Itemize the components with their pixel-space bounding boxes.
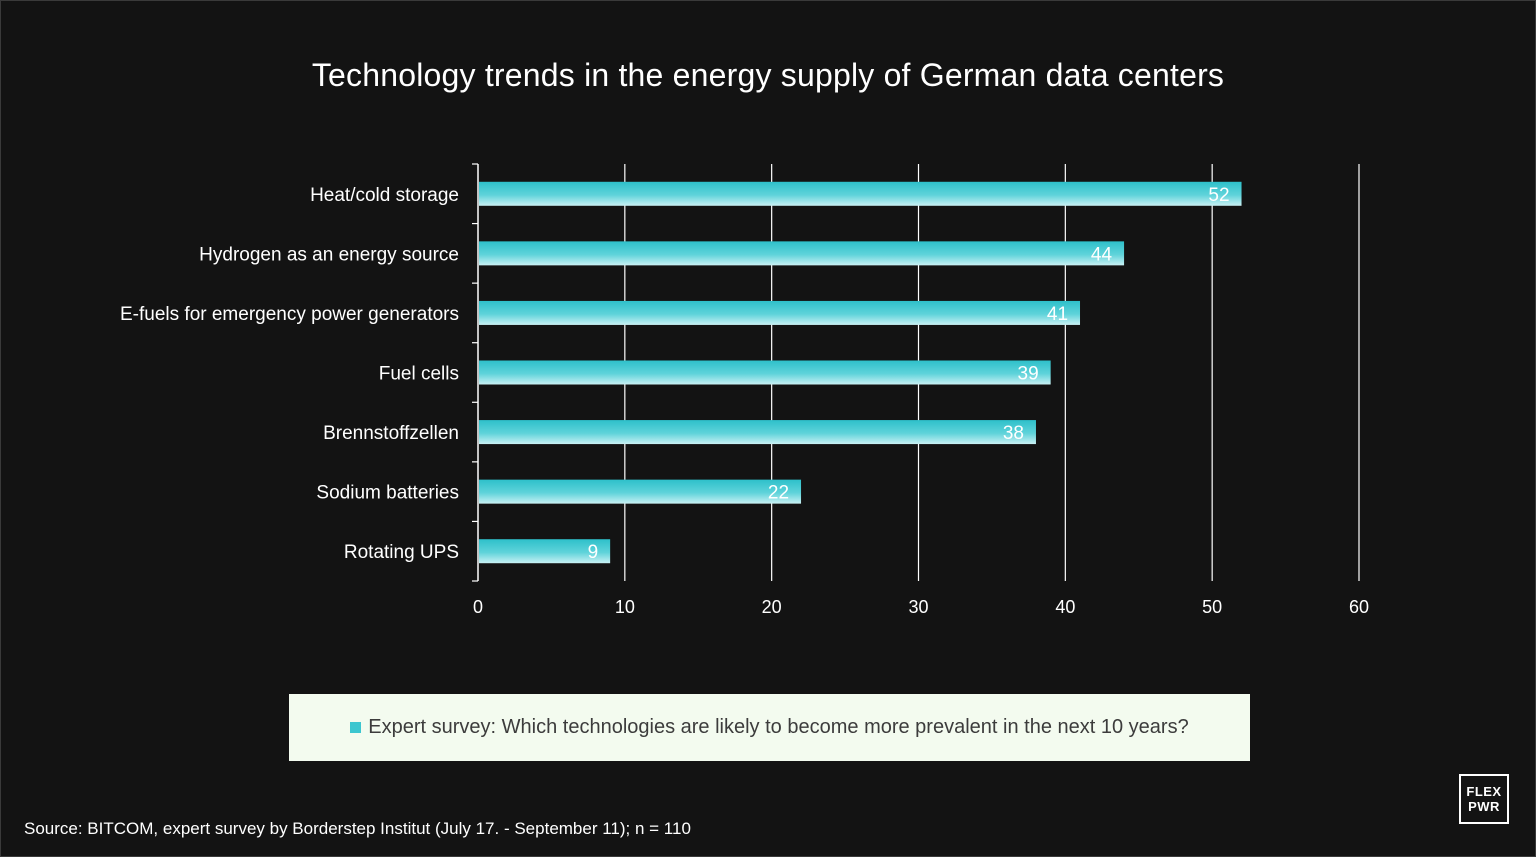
data-label-2: 41 (1047, 304, 1068, 325)
category-label-4: Brennstoffzellen (323, 423, 459, 444)
data-label-0: 52 (1208, 185, 1229, 206)
bar-5 (479, 479, 802, 504)
bar-6 (479, 539, 611, 564)
category-label-6: Rotating UPS (344, 542, 459, 563)
data-label-4: 38 (1003, 423, 1024, 444)
bar-4 (479, 420, 1036, 445)
data-label-6: 9 (588, 542, 599, 563)
category-label-3: Fuel cells (379, 364, 459, 385)
logo-line-1: FLEX (1466, 784, 1502, 799)
legend-label: Expert survey: Which technologies are li… (368, 716, 1189, 738)
x-tick-label-50: 50 (1202, 597, 1222, 617)
chart-title: Technology trends in the energy supply o… (311, 57, 1225, 93)
category-label-0: Heat/cold storage (310, 185, 459, 206)
bar-2 (479, 300, 1081, 325)
category-label-2: E-fuels for emergency power generators (120, 304, 459, 325)
bar-1 (479, 241, 1125, 266)
bar-3 (479, 360, 1051, 385)
data-label-5: 22 (768, 483, 789, 504)
x-tick-label-30: 30 (908, 597, 928, 617)
logo-line-2: PWR (1468, 799, 1500, 814)
data-label-3: 39 (1018, 364, 1039, 385)
legend-swatch (350, 722, 362, 733)
data-label-1: 44 (1091, 244, 1113, 265)
category-label-1: Hydrogen as an energy source (199, 244, 459, 265)
legend: Expert survey: Which technologies are li… (289, 694, 1250, 761)
x-tick-label-10: 10 (615, 597, 635, 617)
x-tick-label-40: 40 (1055, 597, 1075, 617)
source-note: Source: BITCOM, expert survey by Borders… (24, 819, 691, 838)
category-label-5: Sodium batteries (316, 483, 459, 504)
bar-chart: 0 10 20 30 40 50 60 Heat/cold storage 52 Hydrogen… (120, 163, 1369, 617)
x-tick-label-0: 0 (473, 597, 483, 617)
bar-0 (479, 181, 1242, 206)
flexpwr-logo: FLEX PWR (1459, 774, 1509, 824)
x-tick-label-20: 20 (762, 597, 782, 617)
x-tick-label-60: 60 (1349, 597, 1369, 617)
